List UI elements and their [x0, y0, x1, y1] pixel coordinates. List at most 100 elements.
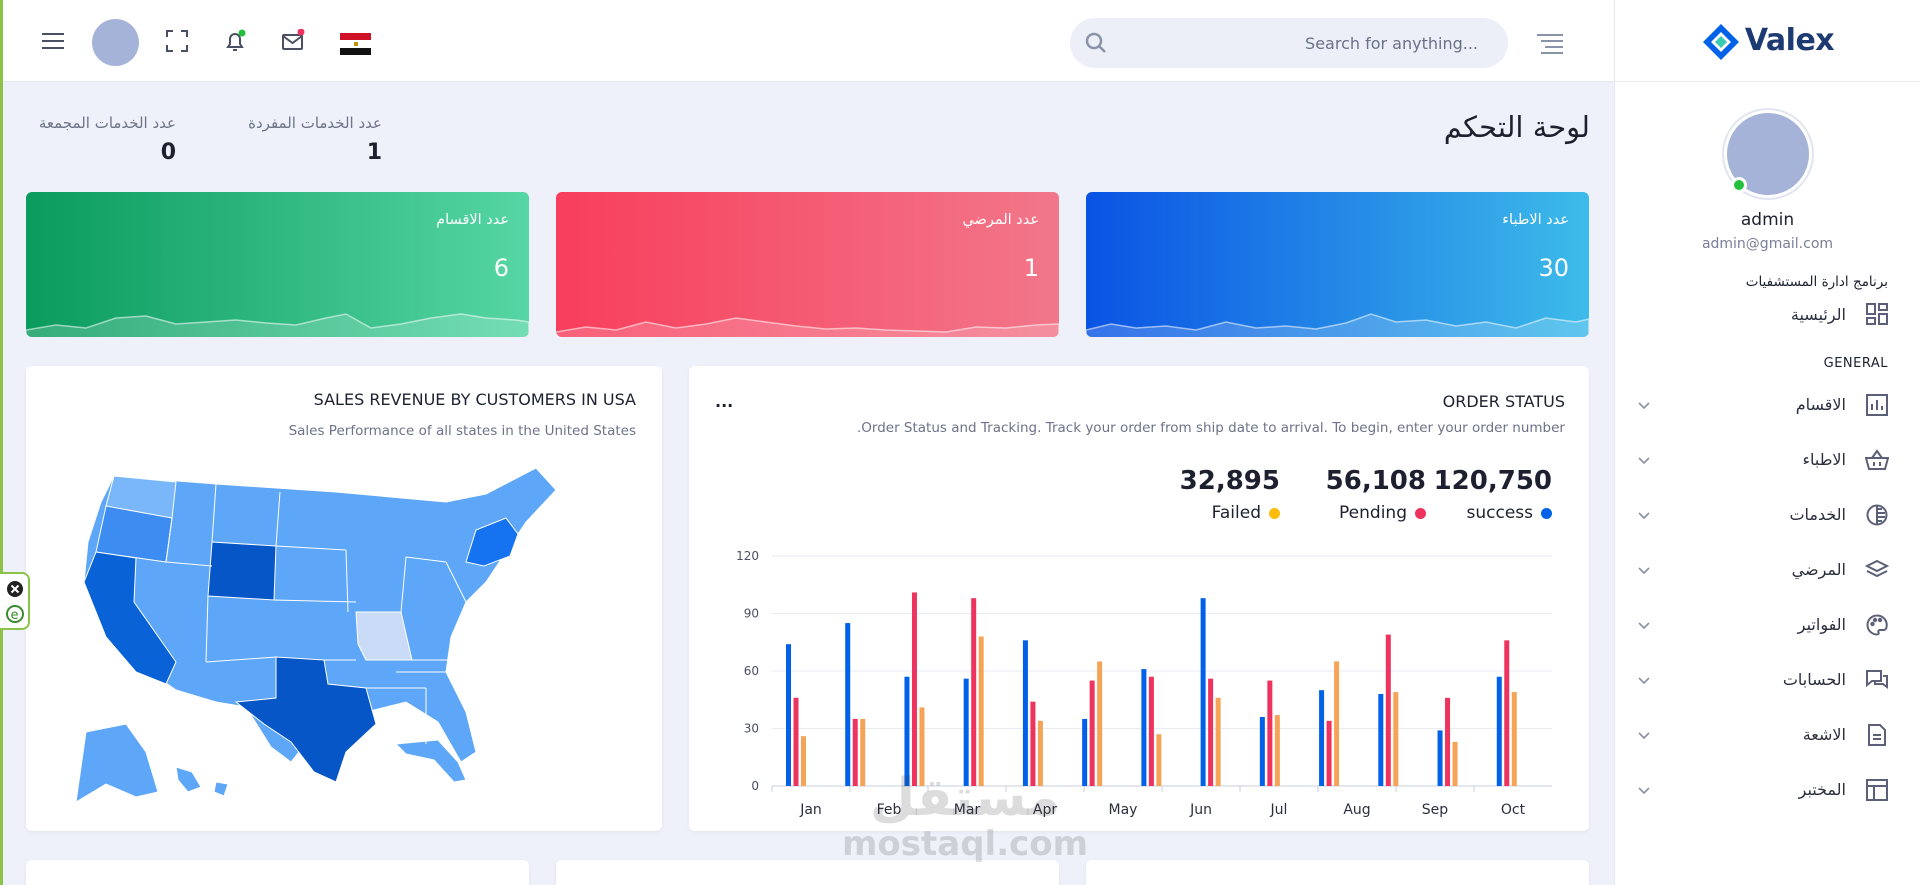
sidebar-item-label: الاشعة	[1802, 725, 1846, 744]
top-header: Search for anything...	[0, 0, 1614, 82]
kpi-title: عدد الاقسام	[436, 212, 509, 228]
left-edge-strip	[0, 0, 3, 885]
sidebar-item-home[interactable]: الرئيسية	[1615, 290, 1920, 338]
bar[interactable]	[919, 707, 925, 786]
x-tick-label: Feb	[877, 802, 902, 818]
bar[interactable]	[1319, 690, 1325, 786]
chevron-down-icon[interactable]	[1637, 508, 1651, 522]
egypt-flag-icon[interactable]	[340, 33, 371, 55]
chevron-down-icon[interactable]	[1637, 563, 1651, 577]
kpi-value: 30	[1538, 254, 1569, 282]
legend-success: success	[1467, 503, 1552, 523]
fullscreen-icon[interactable]	[164, 28, 190, 54]
app-name-label: برنامج ادارة المستشفيات	[1745, 274, 1888, 290]
bar[interactable]	[1274, 715, 1280, 786]
search-box[interactable]: Search for anything...	[1070, 18, 1508, 68]
bar[interactable]	[1326, 720, 1332, 786]
chevron-down-icon[interactable]	[1637, 673, 1651, 687]
chevron-down-icon[interactable]	[1637, 728, 1651, 742]
more-options-button[interactable]: ...	[715, 392, 734, 411]
bar[interactable]	[1267, 680, 1273, 786]
bar[interactable]	[963, 678, 969, 786]
bar[interactable]	[1089, 680, 1095, 786]
bar[interactable]	[1022, 640, 1028, 786]
bar[interactable]	[911, 592, 917, 786]
bar[interactable]	[1148, 676, 1154, 786]
stat-value: 1	[366, 140, 382, 165]
bar[interactable]	[786, 644, 791, 786]
bar[interactable]	[1378, 694, 1384, 786]
profile-avatar[interactable]	[1723, 110, 1812, 198]
sidebar-item-3[interactable]: المرضي	[1615, 542, 1920, 597]
legend-dot	[1269, 507, 1280, 519]
chevron-down-icon[interactable]	[1637, 398, 1651, 412]
sidebar-item-7[interactable]: المختبر	[1615, 762, 1920, 817]
bar[interactable]	[971, 598, 977, 786]
sidebar-item-0[interactable]: الاقسام	[1615, 377, 1920, 432]
legend-label: Failed	[1211, 503, 1261, 523]
sidebar-item-5[interactable]: الحسابات	[1615, 652, 1920, 707]
bottom-card-3	[26, 860, 529, 885]
bar[interactable]	[1082, 718, 1088, 786]
bar[interactable]	[1511, 692, 1517, 786]
bar[interactable]	[1259, 717, 1265, 786]
bar[interactable]	[1215, 697, 1221, 786]
bar[interactable]	[1200, 598, 1206, 786]
sidebar-item-6[interactable]: الاشعة	[1615, 707, 1920, 762]
bar[interactable]	[1097, 661, 1103, 786]
bottom-card-1	[1086, 860, 1589, 885]
section-label-general: GENERAL	[1823, 356, 1888, 371]
bar[interactable]	[904, 676, 910, 786]
sidebar-nav-list: الاقسام الاطباء الخدمات المرضي الفواتير الحسا…	[1615, 377, 1920, 817]
bar[interactable]	[1385, 634, 1391, 786]
bar[interactable]	[978, 636, 984, 787]
sidebar-item-4[interactable]: الفواتير	[1615, 597, 1920, 652]
notification-bell-icon[interactable]	[222, 28, 248, 54]
sidebar-item-label: الحسابات	[1782, 670, 1846, 689]
kpi-card-doctors[interactable]: عدد الاطباء 30	[1086, 192, 1589, 337]
legend-failed: Failed	[1212, 503, 1280, 523]
basket-icon	[1864, 447, 1890, 473]
mail-icon[interactable]	[280, 28, 306, 54]
kpi-card-patients[interactable]: عدد المرضي 1	[556, 192, 1059, 337]
usa-map[interactable]	[66, 462, 626, 807]
sidebar-item-1[interactable]: الاطباء	[1615, 432, 1920, 487]
half-circle-icon	[1864, 502, 1890, 528]
watermark-arabic: مستقل	[869, 768, 1061, 828]
search-icon	[1084, 31, 1108, 59]
chevron-down-icon[interactable]	[1637, 618, 1651, 632]
bar[interactable]	[793, 697, 799, 786]
y-tick-label: 60	[744, 664, 759, 678]
bar[interactable]	[1208, 678, 1214, 786]
bar[interactable]	[845, 623, 851, 786]
search-input[interactable]: Search for anything...	[1305, 34, 1478, 53]
brand-logo[interactable]: Valex	[1615, 0, 1920, 82]
user-avatar[interactable]	[92, 19, 139, 66]
bar[interactable]	[852, 718, 858, 786]
bar[interactable]	[1452, 741, 1458, 786]
kpi-card-departments[interactable]: عدد الاقسام 6	[26, 192, 529, 337]
chevron-down-icon[interactable]	[1637, 453, 1651, 467]
bar[interactable]	[801, 736, 806, 786]
x-tick-label: Jul	[1270, 802, 1288, 818]
hamburger-menu-icon[interactable]	[40, 28, 66, 54]
text-align-icon[interactable]	[1537, 34, 1563, 58]
bar[interactable]	[1504, 640, 1510, 786]
bar-chart-icon	[1864, 392, 1890, 418]
bar[interactable]	[1496, 676, 1502, 786]
bar[interactable]	[1437, 730, 1443, 786]
y-tick-label: 120	[736, 549, 759, 563]
bar[interactable]	[860, 718, 866, 786]
bar[interactable]	[1030, 701, 1036, 786]
total-pending-value: 56,108	[1325, 466, 1426, 496]
legend-label: Pending	[1339, 503, 1407, 523]
bar[interactable]	[1334, 661, 1340, 786]
bar[interactable]	[1393, 692, 1399, 786]
bar[interactable]	[1156, 734, 1162, 786]
bar[interactable]	[1037, 720, 1043, 786]
chevron-down-icon[interactable]	[1637, 783, 1651, 797]
bar[interactable]	[1141, 669, 1147, 786]
sidebar-item-2[interactable]: الخدمات	[1615, 487, 1920, 542]
bar[interactable]	[1445, 697, 1451, 786]
floating-side-control[interactable]: e	[0, 572, 30, 630]
